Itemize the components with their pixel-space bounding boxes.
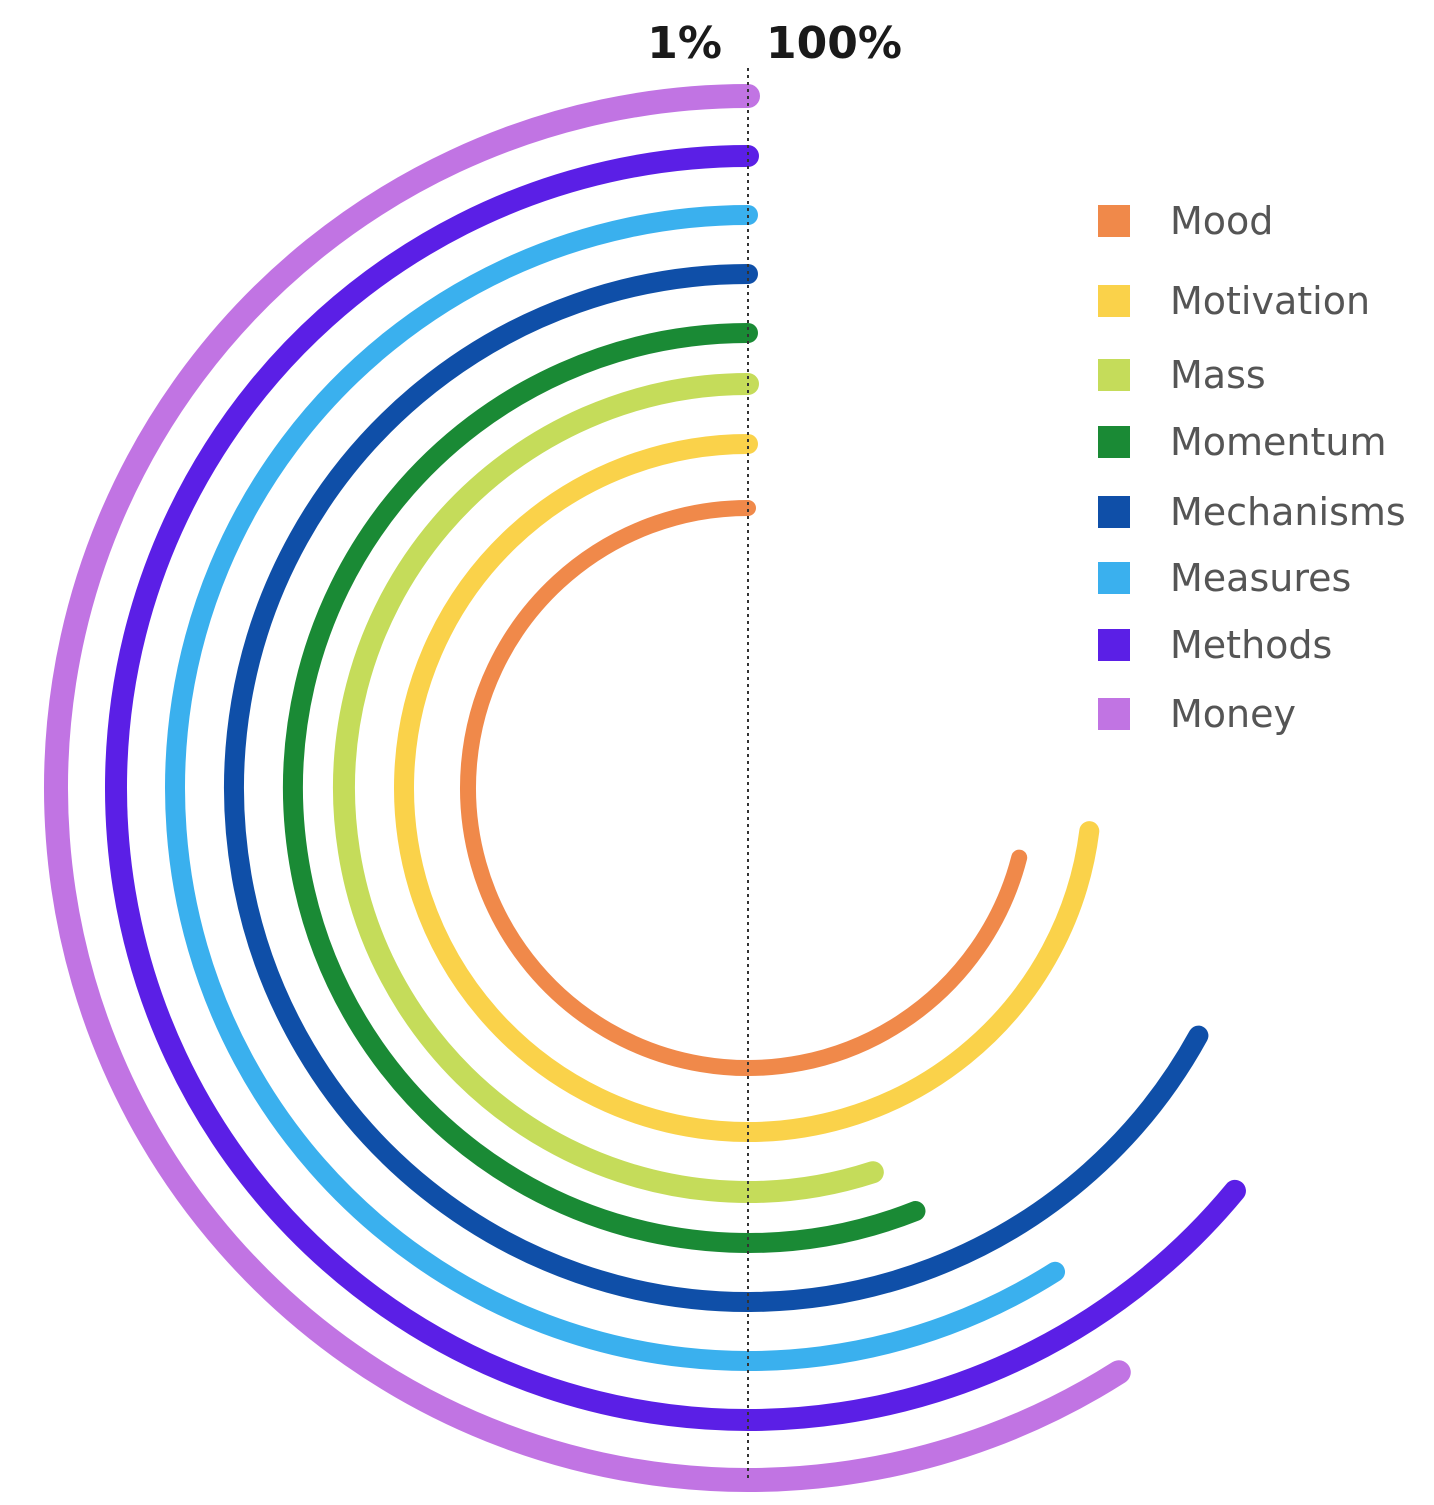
legend-swatch-momentum [1098, 426, 1130, 458]
legend-label-methods: Methods [1170, 623, 1332, 667]
arc-money [43, 84, 1131, 1492]
scale-start-label: 1% [647, 18, 722, 69]
arc-momentum [283, 323, 926, 1253]
legend-label-money: Money [1170, 692, 1296, 736]
legend: Mood Motivation Mass Momentum Mechanisms Meas… [1098, 199, 1406, 736]
legend-label-measures: Measures [1170, 556, 1351, 600]
arc-measures [165, 205, 1066, 1371]
legend-label-momentum: Momentum [1170, 420, 1387, 464]
legend-swatch-motivation [1098, 285, 1130, 317]
legend-swatch-money [1098, 698, 1130, 730]
legend-swatch-measures [1098, 562, 1130, 594]
legend-label-mechanisms: Mechanisms [1170, 490, 1406, 534]
arc-mechanisms [224, 264, 1209, 1312]
legend-swatch-mass [1098, 359, 1130, 391]
legend-swatch-methods [1098, 629, 1130, 661]
scale-end-label: 100% [766, 18, 902, 69]
legend-swatch-mood [1098, 205, 1130, 237]
arc-mood [460, 500, 1028, 1076]
legend-label-mass: Mass [1170, 353, 1266, 397]
arc-motivation [394, 434, 1100, 1142]
legend-label-motivation: Motivation [1170, 279, 1370, 323]
arcs-group [43, 84, 1246, 1492]
arc-methods [105, 145, 1246, 1431]
arc-mass [333, 373, 884, 1203]
legend-label-mood: Mood [1170, 199, 1273, 243]
legend-swatch-mechanisms [1098, 496, 1130, 528]
